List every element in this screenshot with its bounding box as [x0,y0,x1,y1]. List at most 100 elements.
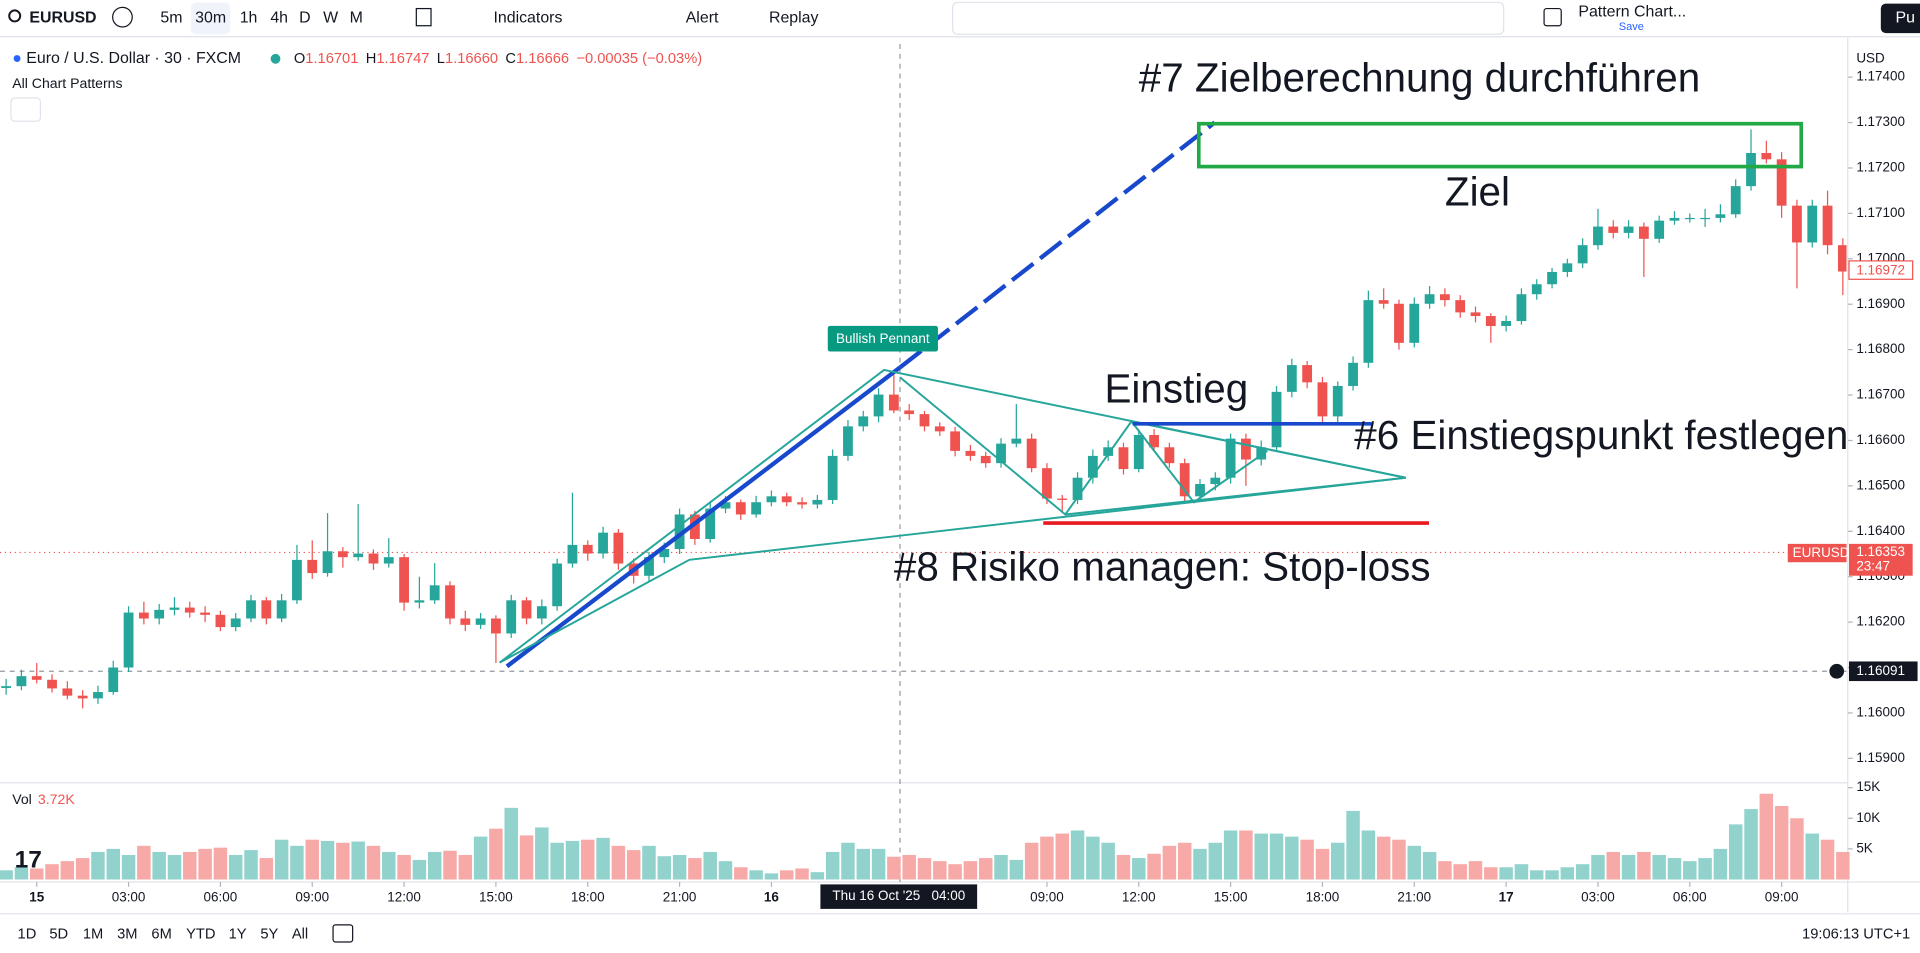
layout-icon[interactable] [1543,7,1562,27]
volume-bar [228,855,243,880]
volume-bar [489,828,503,880]
volume-bar [1820,839,1835,880]
replay-button[interactable]: Replay [769,10,819,27]
interval-button[interactable]: 1h [240,10,258,27]
candle-body [31,676,42,680]
volume-bar [1331,842,1345,880]
candle-body [1332,385,1343,417]
volume-bar [259,858,274,880]
interval-button[interactable]: M [350,10,363,27]
interval-button[interactable]: 30m [195,10,226,27]
legend-title: ● Euro / U.S. Dollar · 30 · FXCM [12,50,241,67]
alert-button[interactable]: Alert [686,10,719,27]
layout-name[interactable]: Pattern Chart... [1578,3,1686,20]
range-button[interactable]: 1Y [229,926,247,942]
x-tick-label: 03:00 [112,889,146,904]
publish-button[interactable] [1880,3,1920,34]
indicators-button[interactable]: Indicators [493,10,562,27]
y-tick-label: 1.16400 [1856,523,1905,538]
save-status[interactable]: Save [1619,21,1644,33]
volume-bar [1116,855,1131,880]
volume-bar [336,842,350,880]
volume-bar [596,837,610,880]
range-button[interactable]: 5D [49,926,68,942]
currency[interactable]: USD [1856,50,1885,65]
collapse-button[interactable] [10,97,42,122]
candle-body [322,551,333,574]
volume-bar [1024,842,1039,880]
range-button[interactable]: 1D [18,926,37,942]
candle-body [123,612,134,668]
candle-body [230,618,241,628]
candle-body [108,667,119,693]
volume-bar [611,845,626,880]
volume-bar [1667,858,1682,880]
volume-bar [887,856,901,880]
x-tick-label: 12:00 [387,889,421,904]
candle-body [1256,447,1267,460]
volume-bar [933,861,947,880]
candle-body [1531,284,1542,295]
symbol-price: 1.16353 [1856,544,1905,559]
range-button[interactable]: 6M [151,926,171,942]
volume-bar [198,848,212,880]
range-button[interactable]: YTD [186,926,215,942]
volume-bar [1790,818,1804,880]
countdown: 23:47 [1856,559,1890,574]
symbol-title: Euro / U.S. Dollar · 30 · FXCM [26,50,241,67]
volume-bar [1086,836,1100,880]
x-tick-label: 06:00 [204,889,238,904]
logo: 17 [15,847,42,874]
volume-bar [397,855,411,880]
volume-label: Vol [12,791,32,807]
crosshair-time: Thu 16 Oct '25 04:00 [832,888,965,903]
candle-body [1455,300,1466,313]
last-price-tag [1848,260,1914,280]
candle-body [690,514,700,540]
range-button[interactable]: 5Y [260,926,278,942]
symbol-tag-bg [1787,543,1847,563]
add-symbol[interactable] [112,6,133,28]
interval-button[interactable]: D [299,10,310,27]
search-icon[interactable] [8,9,22,23]
volume-bar [1453,864,1467,880]
candle-body [1103,447,1114,456]
range-button[interactable]: All [292,926,308,942]
volume-bar [1346,810,1360,880]
annotation: #7 Zielberechnung durchführen [1139,55,1700,101]
volume-bar [581,839,595,880]
trend-line [505,365,902,669]
publish-label[interactable]: Pu [1896,10,1915,27]
drawing-toolbar[interactable] [952,1,1505,35]
interval-button[interactable]: W [323,10,338,27]
candle-body [873,394,884,417]
candle-body [812,499,823,505]
range-button[interactable]: 3M [117,926,137,942]
symbol[interactable]: EURUSD [29,10,96,27]
candle-body [1501,321,1512,327]
volume-bar [1805,833,1819,880]
range-button[interactable]: 1M [83,926,103,942]
volume-bar [1530,870,1544,880]
crosshair-price: 1.16091 [1856,663,1905,678]
candle-body [720,502,731,509]
volume-bar [734,867,748,880]
volume-bar [1239,830,1253,880]
candle-body [475,618,486,625]
volume-bar [290,845,304,880]
candle-body [797,502,807,505]
chart-type-icon[interactable] [415,7,432,27]
volume-tick-label: 15K [1856,779,1880,794]
candle-body [888,394,899,411]
volume-bar [703,851,717,880]
clock[interactable]: 19:06:13 UTC+1 [1802,926,1910,942]
market-status [270,53,281,64]
change: −0.00035 (−0.03%) [576,51,702,67]
date-range-icon[interactable] [332,924,354,943]
interval-button[interactable]: 4h [270,10,288,27]
interval-button[interactable]: 5m [160,10,182,27]
crosshair-add[interactable] [1829,663,1845,679]
y-tick-label: 1.17200 [1856,160,1905,175]
candle-body [77,695,88,699]
